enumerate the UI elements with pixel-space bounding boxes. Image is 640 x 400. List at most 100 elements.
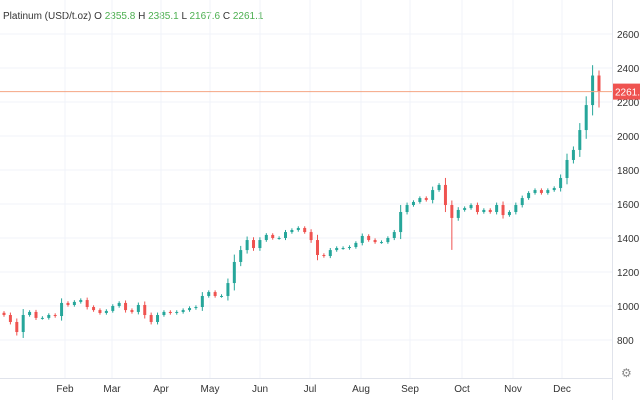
x-tick-label: Mar xyxy=(103,384,121,395)
candle-body xyxy=(136,304,140,312)
candle-body xyxy=(552,188,556,191)
candle-body xyxy=(252,240,256,249)
candle-body xyxy=(117,302,121,306)
candle-body xyxy=(347,247,351,249)
candle-body xyxy=(40,317,44,319)
candle-body xyxy=(443,184,447,206)
candle-body xyxy=(79,300,83,302)
candle-body xyxy=(34,311,38,318)
candle-body xyxy=(207,292,211,296)
x-tick-label: May xyxy=(201,384,220,395)
candle-body xyxy=(354,242,358,248)
x-tick-label: Dec xyxy=(553,384,571,395)
candle-body xyxy=(168,311,172,313)
candle-body xyxy=(98,310,102,313)
candle-body xyxy=(367,235,371,241)
x-tick-label: Aug xyxy=(352,384,370,395)
x-tick-label: Sep xyxy=(401,384,419,395)
candle-body xyxy=(303,227,307,233)
candle-body xyxy=(373,240,377,243)
candle-body xyxy=(488,209,492,212)
candle-body xyxy=(379,242,383,244)
candle-body xyxy=(386,238,390,243)
y-tick-label: 1400 xyxy=(617,234,640,245)
y-tick-label: 1200 xyxy=(617,268,640,279)
candle-body xyxy=(571,149,575,160)
candle-body xyxy=(392,232,396,238)
candle-body xyxy=(232,261,236,284)
x-tick-label: Apr xyxy=(153,384,169,395)
candle-body xyxy=(328,250,332,257)
candle-body xyxy=(533,190,537,193)
candle-body xyxy=(578,130,582,150)
candle-body xyxy=(360,235,364,243)
candle-body xyxy=(335,248,339,251)
candle-body xyxy=(226,283,230,296)
candle-body xyxy=(239,250,243,262)
chart-legend: Platinum (USD/t.oz) O 2355.8 H 2385.1 L … xyxy=(3,11,263,22)
y-tick-label: 2000 xyxy=(617,132,640,143)
candle-body xyxy=(264,234,268,241)
candle-body xyxy=(424,198,428,200)
x-tick-label: Oct xyxy=(454,384,470,395)
high-label: H xyxy=(138,11,146,22)
candle-body xyxy=(456,209,460,218)
candle-body xyxy=(66,302,70,305)
candle-body xyxy=(245,240,249,251)
candle-body xyxy=(405,205,409,212)
candle-body xyxy=(565,159,569,178)
candle-body xyxy=(271,234,275,238)
candle-body xyxy=(437,184,441,191)
candle-body xyxy=(104,310,108,313)
last-price-badge xyxy=(613,83,640,100)
candle-body xyxy=(514,205,518,212)
candle-body xyxy=(130,310,134,312)
candle-body xyxy=(495,205,499,212)
candle-body xyxy=(559,177,563,189)
candle-body xyxy=(520,198,524,206)
candle-body xyxy=(220,295,224,297)
candle-body xyxy=(213,292,217,296)
candle-body xyxy=(162,311,166,316)
candle-body xyxy=(341,248,345,250)
candle-body xyxy=(591,75,595,106)
candle-body xyxy=(28,311,32,316)
candle-body xyxy=(290,230,294,233)
last-price-label: 2261.1 xyxy=(615,88,640,99)
y-tick-label: 1600 xyxy=(617,200,640,211)
candle-body xyxy=(194,307,198,309)
candle-body xyxy=(15,321,19,333)
y-tick-label: 2600 xyxy=(617,30,640,41)
candle-body xyxy=(539,190,543,193)
x-tick-label: Jul xyxy=(304,384,317,395)
high-value: 2385.1 xyxy=(148,11,179,22)
symbol-label: Platinum (USD/t.oz) xyxy=(3,11,92,22)
candle-body xyxy=(546,190,550,193)
candle-body xyxy=(85,300,89,308)
x-tick-label: Nov xyxy=(504,384,522,395)
candle-body xyxy=(149,315,153,322)
candle-body xyxy=(8,315,12,322)
y-tick-label: 1000 xyxy=(617,302,640,313)
candle-body xyxy=(418,198,422,202)
candle-body xyxy=(463,208,467,210)
open-label: O xyxy=(94,11,102,22)
candle-body xyxy=(296,227,300,231)
candle-body xyxy=(143,304,147,316)
candle-body xyxy=(309,232,313,241)
candle-body xyxy=(482,209,486,212)
candle-body xyxy=(431,190,435,200)
y-tick-label: 2400 xyxy=(617,64,640,75)
candle-body xyxy=(450,205,454,218)
candle-body xyxy=(188,308,192,311)
candle-body xyxy=(507,211,511,216)
candle-body xyxy=(475,205,479,212)
candle-body xyxy=(92,307,96,311)
candle-body xyxy=(322,255,326,257)
candle-body xyxy=(124,302,128,311)
candle-body xyxy=(47,315,51,318)
gear-icon[interactable]: ⚙ xyxy=(621,366,632,380)
candle-body xyxy=(469,205,473,209)
low-label: L xyxy=(181,11,187,22)
